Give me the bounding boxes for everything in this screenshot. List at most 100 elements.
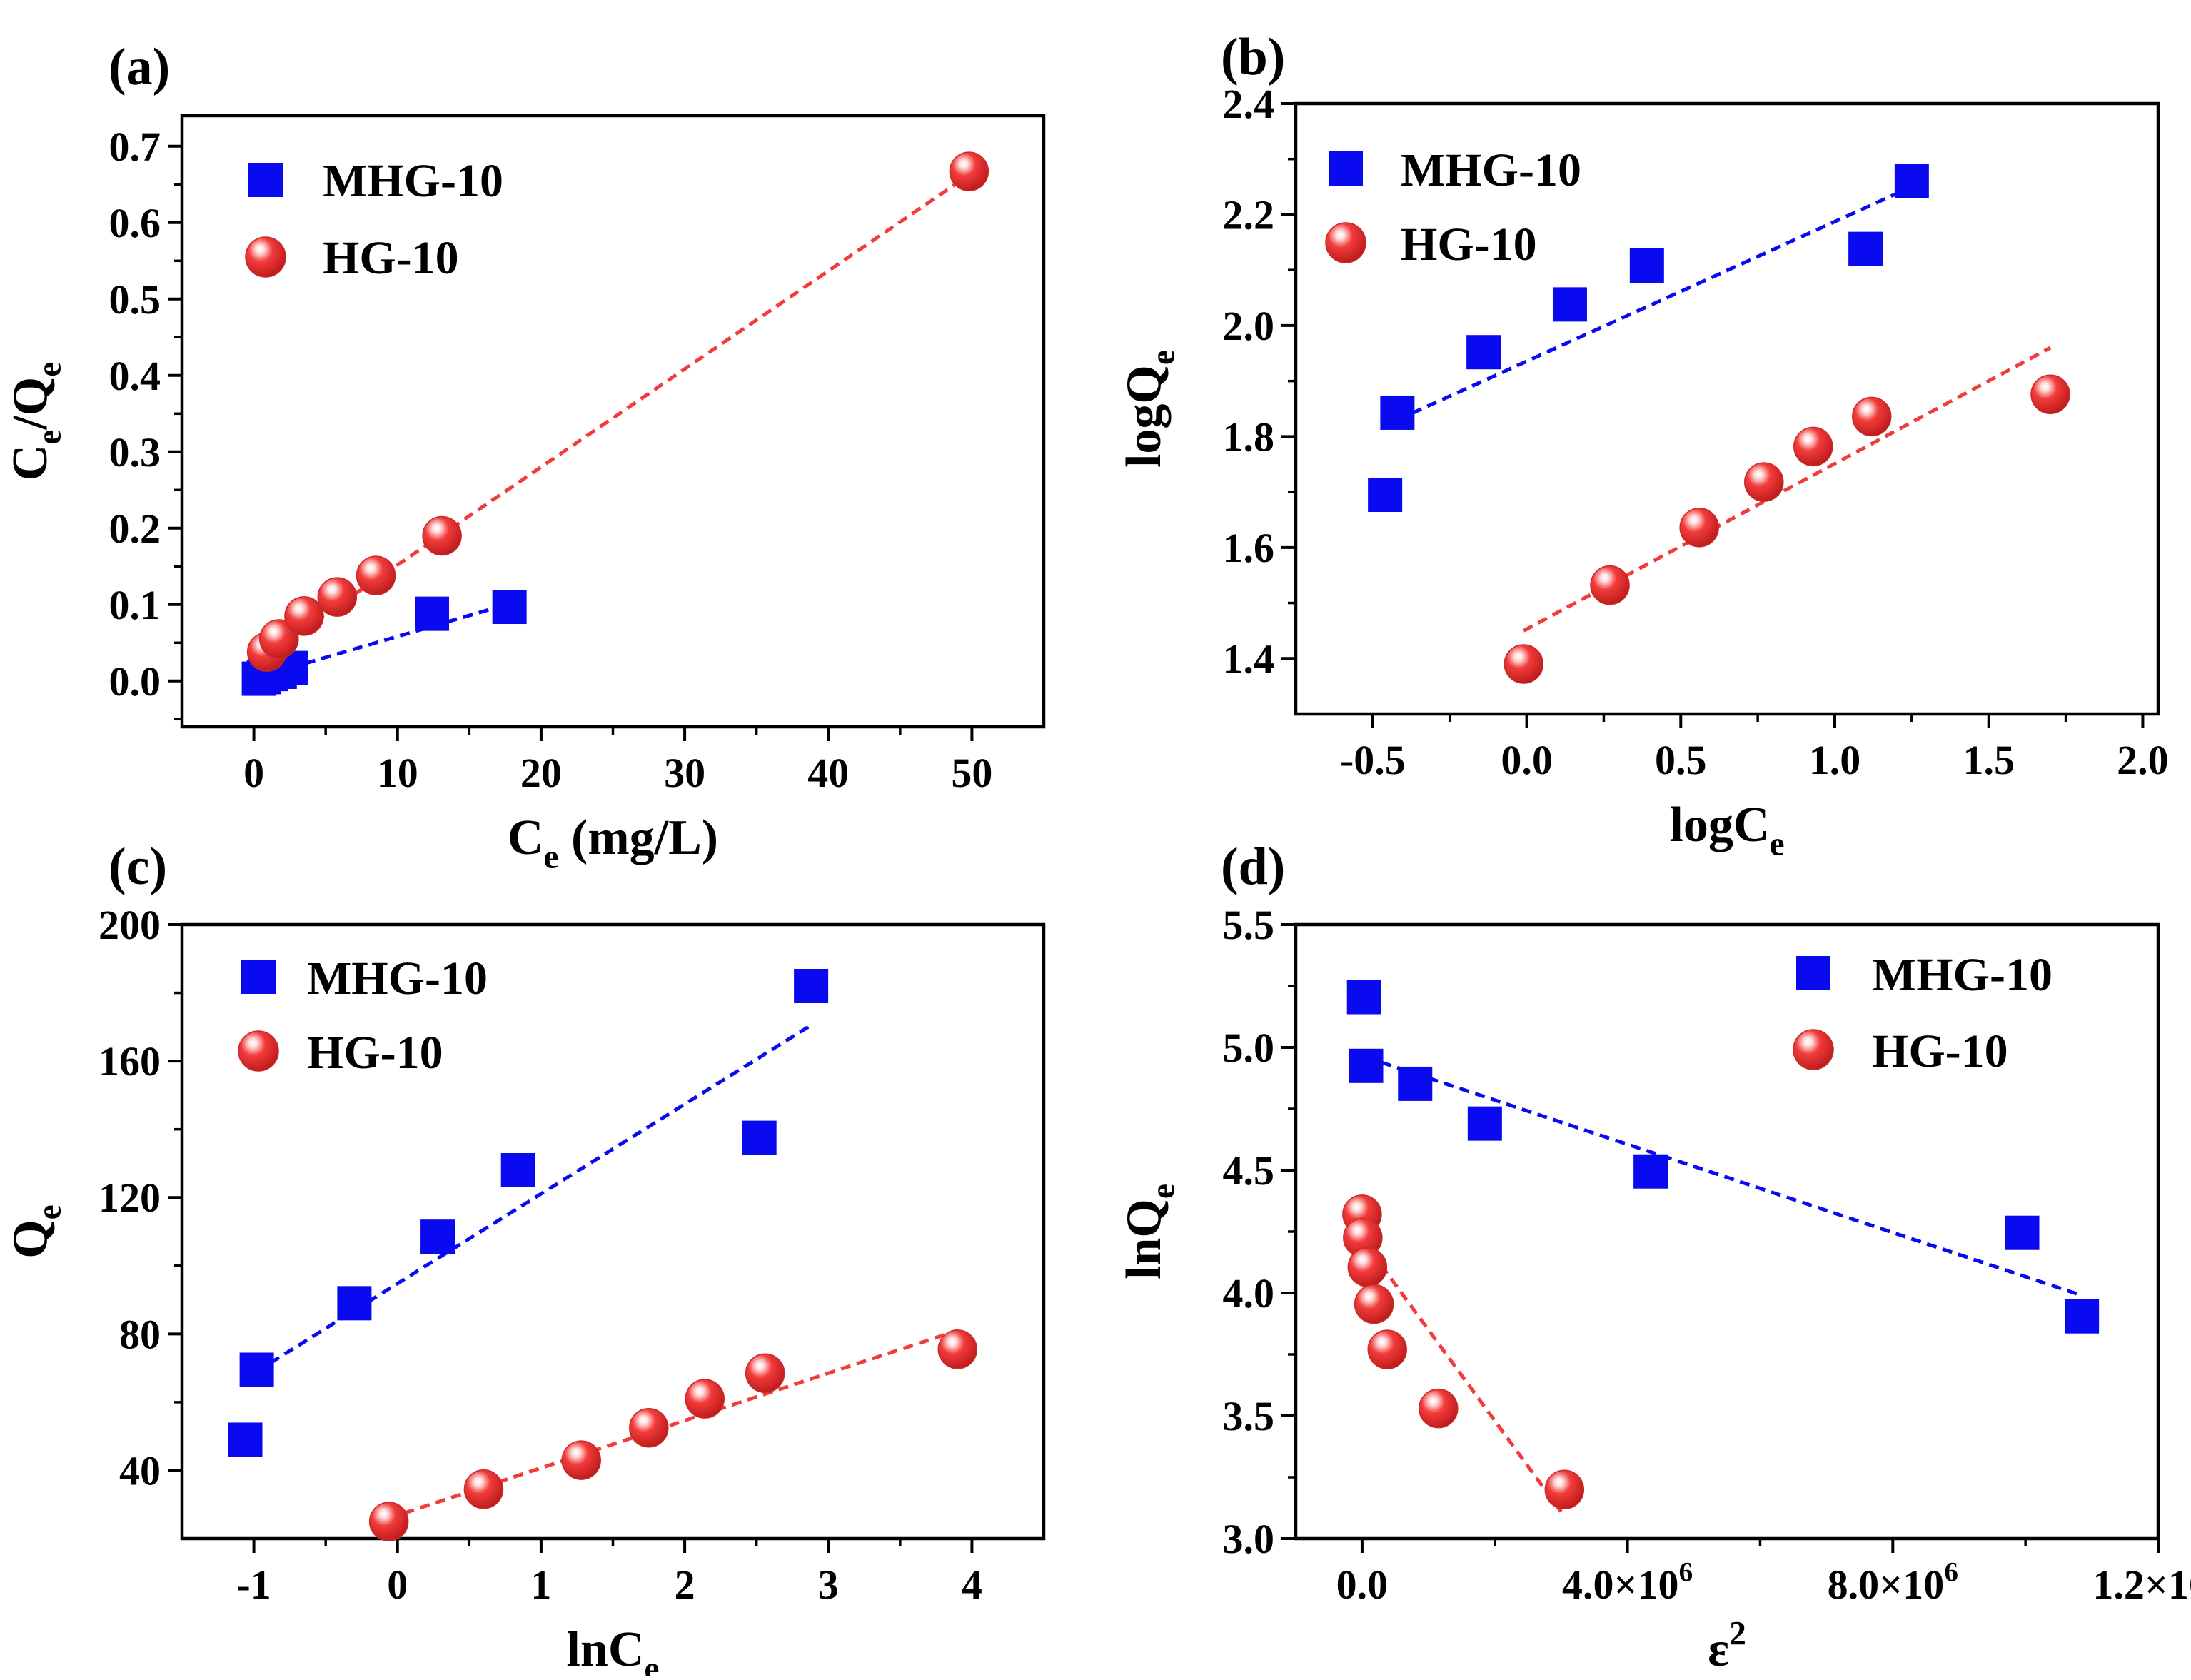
data-point [937,1329,978,1369]
series-HG-10 [1504,346,2070,684]
y-tick-label: 200 [99,902,161,948]
data-point [422,515,462,556]
data-point [1590,565,1630,605]
y-tick-label: 160 [99,1038,161,1085]
data-point [317,577,358,617]
y-axis-label: logQe [1117,350,1182,468]
x-tick-label: 0.5 [1655,737,1707,783]
data-point [1368,477,1403,512]
x-tick-label: -0.5 [1340,737,1406,783]
series-MHG-10 [241,590,527,696]
x-tick-label: 1.0 [1809,737,1861,783]
y-tick-label: 3.5 [1223,1393,1275,1439]
data-point [1552,287,1587,322]
panel-3: (c) -1 0 1 2 3 4 40 80 120 160 200 lnCe Qe MHG-10 HG-10 [3,838,1046,1680]
series-HG-10 [246,151,989,672]
legend-marker [248,163,283,197]
data-point [1367,1329,1407,1369]
plot-frame [180,922,1046,1541]
legend: MHG-10 HG-10 [245,155,503,284]
data-point [1398,1066,1433,1101]
legend-label: HG-10 [323,232,459,284]
legend-label: HG-10 [1872,1025,2008,1077]
legend: MHG-10 HG-10 [238,952,488,1079]
x-tick-label: 10 [377,750,418,796]
legend-label: MHG-10 [1401,144,1581,196]
panel-1: (a) 0 10 20 30 40 50 0.0 0.1 0.2 0.3 0.4 0.5 0.6 0.7 Ce… [3,38,1046,876]
y-tick-label: 1.8 [1223,413,1275,460]
x-tick-label: 0.0 [1336,1561,1389,1608]
x-tick-label: 20 [520,750,562,796]
legend-label: HG-10 [307,1027,443,1079]
plot-frame [180,114,1046,729]
y-tick-label: 80 [119,1311,161,1357]
x-tick-label: 2 [675,1561,695,1608]
y-tick-label: 1.6 [1223,525,1275,571]
fit-line [1396,188,1907,422]
panel-letter: (d) [1221,838,1285,896]
data-point [420,1219,455,1254]
series-MHG-10 [1368,164,1929,512]
legend-marker [1793,1029,1834,1070]
y-tick-label: 5.5 [1223,902,1275,948]
data-point [1544,1469,1585,1509]
series-MHG-10 [1346,980,2100,1334]
data-point [492,590,527,625]
y-tick-label: 0.2 [109,505,161,552]
x-tick-label: 1.5 [1963,737,2015,783]
legend-marker [1325,222,1366,263]
y-tick-label: 0.5 [109,276,161,323]
y-axis-label: lnQe [1117,1184,1182,1279]
legend: MHG-10 HG-10 [1793,949,2053,1077]
data-point [228,1422,263,1457]
panel-letter: (c) [109,838,167,896]
x-tick-label: 0 [243,750,264,796]
y-tick-label: 2.2 [1223,191,1275,238]
series-HG-10 [368,1329,978,1541]
data-point [1633,1154,1668,1189]
y-tick-label: 0.7 [109,124,161,170]
data-point [1679,508,1719,548]
data-point [239,1352,274,1387]
legend-marker [238,1030,279,1072]
data-point [463,1469,504,1509]
x-tick-label: 0.0 [1501,737,1553,783]
data-point [794,969,829,1003]
data-point [2030,374,2070,415]
data-point [1504,644,1544,684]
y-tick-label: 0.3 [109,429,161,476]
data-point [685,1379,725,1419]
legend-label: MHG-10 [307,952,488,1005]
data-point [1380,395,1415,430]
y-tick-label: 5.0 [1223,1025,1275,1071]
y-tick-label: 0.6 [109,200,161,246]
data-point [1629,248,1664,283]
x-tick-label: 2.0 [2117,737,2169,783]
x-tick-label: 1.2×107 [2092,1556,2191,1608]
y-tick-label: 4.0 [1223,1270,1275,1317]
data-point [561,1440,601,1480]
series-HG-10 [1342,1194,1585,1513]
x-tick-label: 3 [818,1561,839,1608]
y-tick-label: 3.0 [1223,1516,1275,1562]
legend-marker [1329,151,1363,186]
data-point [1848,231,1883,266]
x-axis-label: logCe [1669,798,1784,863]
fit-line [1365,1055,2082,1297]
data-point [2065,1299,2100,1334]
legend: MHG-10 HG-10 [1325,144,1581,271]
data-point [284,596,324,636]
data-point [1347,1247,1388,1287]
data-point [1466,335,1501,370]
data-point [1744,462,1784,502]
x-axis-label: Ce (mg/L) [508,810,718,876]
x-tick-label: -1 [236,1561,271,1608]
panel-2: (b) -0.5 0.0 0.5 1.0 1.5 2.0 1.4 1.6 1.8 2.0 2.2 2.4… [1117,28,2169,863]
x-axis-label: lnCe [566,1622,659,1676]
y-tick-label: 1.4 [1223,635,1275,682]
data-point [949,151,989,191]
panel-letter: (b) [1221,28,1285,86]
y-tick-label: 0.1 [109,582,161,628]
